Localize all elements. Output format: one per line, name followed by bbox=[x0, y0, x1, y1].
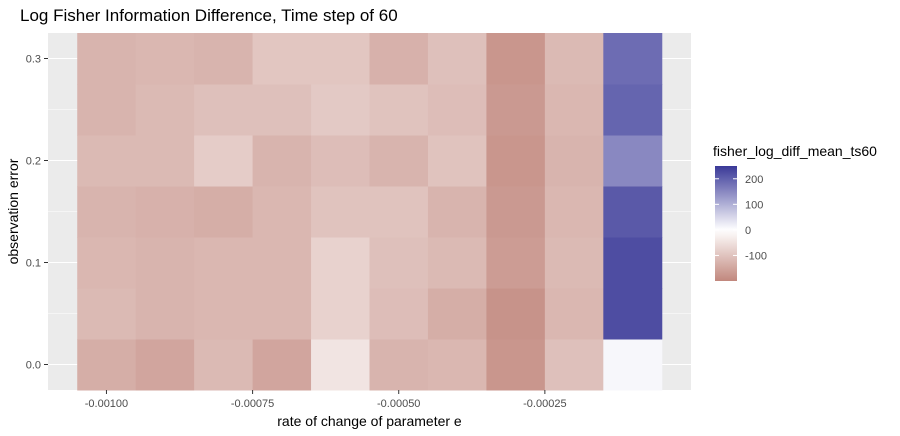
heatmap-tile bbox=[603, 186, 663, 238]
heatmap-tile bbox=[486, 339, 546, 391]
heatmap-tile bbox=[369, 84, 429, 136]
heatmap-tile bbox=[252, 33, 312, 85]
heatmap-tile bbox=[311, 33, 370, 85]
heatmap-tile bbox=[427, 339, 487, 391]
heatmap-tile bbox=[194, 33, 254, 85]
heatmap-tile bbox=[135, 288, 195, 340]
heatmap-tile bbox=[311, 237, 370, 289]
heatmap-tile bbox=[77, 288, 137, 340]
heatmap-tile bbox=[486, 33, 546, 85]
heatmap-tile bbox=[603, 339, 663, 391]
heatmap-tile bbox=[603, 237, 663, 289]
heatmap-tile bbox=[603, 135, 663, 187]
heatmap-tile bbox=[77, 186, 137, 238]
heatmap-tile bbox=[135, 84, 195, 136]
heatmap-tile bbox=[486, 84, 546, 136]
heatmap-tile bbox=[369, 339, 429, 391]
heatmap-tile bbox=[427, 288, 487, 340]
heatmap-tile bbox=[311, 288, 370, 340]
x-tick-label: -0.00025 bbox=[523, 398, 566, 410]
heatmap-tile bbox=[427, 33, 487, 85]
heatmap-tile bbox=[427, 84, 487, 136]
heatmap-tile bbox=[77, 339, 137, 391]
heatmap-tile bbox=[427, 186, 487, 238]
y-axis-ticks: 0.0 0.1 0.2 0.3 bbox=[26, 54, 48, 372]
heatmap-tile bbox=[311, 339, 370, 391]
heatmap-tile bbox=[369, 237, 429, 289]
heatmap-tile bbox=[603, 84, 663, 136]
y-tick-label: 0.0 bbox=[26, 360, 41, 372]
heatmap-tile bbox=[544, 84, 604, 136]
y-tick-label: 0.1 bbox=[26, 258, 41, 270]
heatmap-tile bbox=[194, 339, 254, 391]
x-axis-ticks: -0.00100 -0.00075 -0.00050 -0.00025 bbox=[85, 390, 567, 410]
heatmap-tile bbox=[135, 135, 195, 187]
heatmap-tile bbox=[135, 339, 195, 391]
heatmap-tiles bbox=[77, 33, 663, 391]
heatmap-tile bbox=[311, 84, 370, 136]
heatmap-tile bbox=[544, 186, 604, 238]
heatmap-tile bbox=[486, 135, 546, 187]
heatmap-tile bbox=[252, 339, 312, 391]
heatmap-tile bbox=[311, 186, 370, 238]
heatmap-tile bbox=[544, 288, 604, 340]
legend-tick-label: 200 bbox=[745, 174, 763, 186]
legend-tick-label: 0 bbox=[745, 225, 751, 237]
heatmap-tile bbox=[194, 84, 254, 136]
heatmap-tile bbox=[135, 237, 195, 289]
heatmap-tile bbox=[194, 237, 254, 289]
legend-ticks: 200 100 0 -100 bbox=[715, 174, 767, 262]
heatmap-tile bbox=[427, 237, 487, 289]
heatmap-tile bbox=[603, 288, 663, 340]
heatmap-tile bbox=[544, 237, 604, 289]
heatmap-tile bbox=[369, 186, 429, 238]
heatmap-tile bbox=[194, 186, 254, 238]
y-tick-label: 0.2 bbox=[26, 156, 41, 168]
heatmap-tile bbox=[486, 237, 546, 289]
heatmap-tile bbox=[135, 33, 195, 85]
heatmap-tile bbox=[544, 135, 604, 187]
heatmap-tile bbox=[544, 33, 604, 85]
heatmap-tile bbox=[369, 288, 429, 340]
heatmap-tile bbox=[77, 237, 137, 289]
heatmap-tile bbox=[486, 186, 546, 238]
heatmap-tile bbox=[194, 288, 254, 340]
heatmap-tile bbox=[194, 135, 254, 187]
heatmap-tile bbox=[252, 186, 312, 238]
x-tick-label: -0.00050 bbox=[377, 398, 420, 410]
x-tick-label: -0.00100 bbox=[85, 398, 128, 410]
x-tick-label: -0.00075 bbox=[231, 398, 274, 410]
heatmap-tile bbox=[486, 288, 546, 340]
heatmap-tile bbox=[369, 33, 429, 85]
heatmap-tile bbox=[603, 33, 663, 85]
legend-title: fisher_log_diff_mean_ts60 bbox=[713, 143, 877, 159]
y-tick-label: 0.3 bbox=[26, 54, 41, 66]
y-axis-title: observation error bbox=[5, 158, 21, 264]
chart-title: Log Fisher Information Difference, Time … bbox=[20, 6, 398, 25]
heatmap-tile bbox=[77, 84, 137, 136]
legend-tick-label: -100 bbox=[745, 250, 767, 262]
heatmap-tile bbox=[427, 135, 487, 187]
heatmap-tile bbox=[135, 186, 195, 238]
x-axis-title: rate of change of parameter e bbox=[277, 413, 462, 429]
heatmap-tile bbox=[544, 339, 604, 391]
heatmap-tile bbox=[252, 84, 312, 136]
heatmap-tile bbox=[369, 135, 429, 187]
heatmap-tile bbox=[77, 135, 137, 187]
heatmap-tile bbox=[311, 135, 370, 187]
legend-tick-label: 100 bbox=[745, 199, 763, 211]
heatmap-tile bbox=[252, 237, 312, 289]
heatmap-tile bbox=[252, 288, 312, 340]
heatmap-tile bbox=[77, 33, 137, 85]
heatmap-tile bbox=[252, 135, 312, 187]
legend-colorbar bbox=[715, 166, 737, 281]
